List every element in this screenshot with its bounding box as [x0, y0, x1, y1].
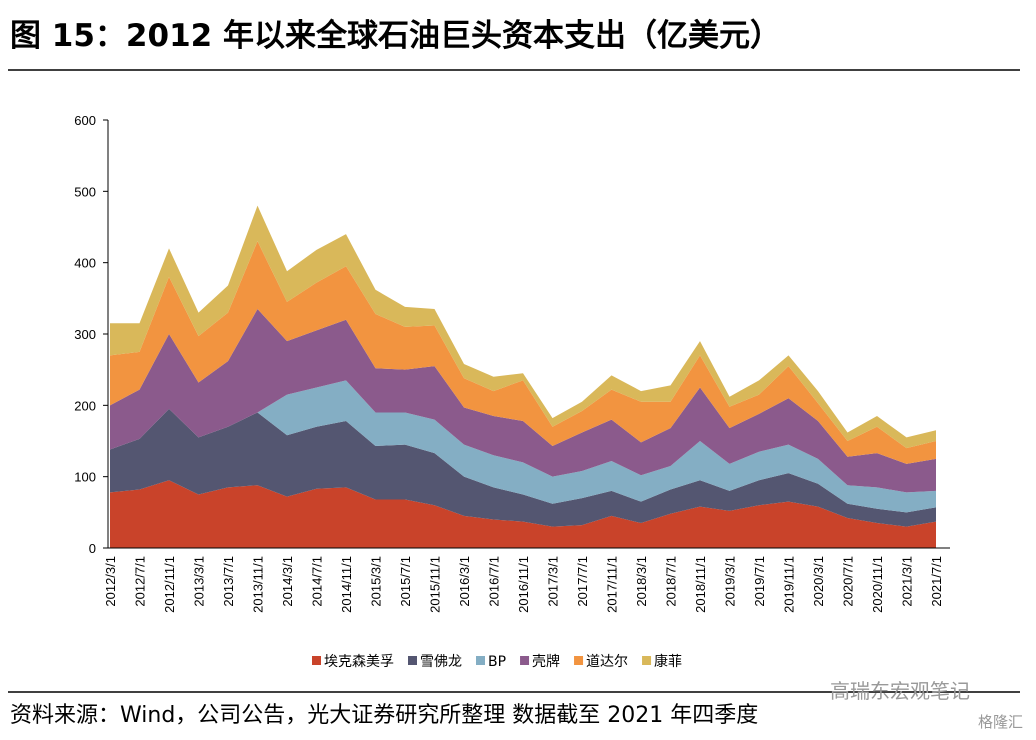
- x-tick-label: 2020/7/1: [841, 556, 856, 607]
- watermark: 高瑞东宏观笔记: [830, 679, 970, 703]
- x-tick-label: 2012/7/1: [133, 556, 148, 607]
- area: [110, 309, 936, 493]
- area: [110, 380, 936, 513]
- y-tick-label: 200: [74, 398, 96, 413]
- area: [110, 408, 936, 527]
- x-tick-label: 2021/7/1: [929, 556, 944, 607]
- x-tick-label: 2014/7/1: [310, 556, 325, 607]
- y-tick-label: 400: [74, 256, 96, 271]
- legend-label: 埃克森美孚: [324, 654, 394, 670]
- x-tick-label: 2017/7/1: [575, 556, 590, 607]
- x-tick-label: 2013/7/1: [221, 556, 236, 607]
- x-tick-label: 2020/11/1: [870, 556, 885, 613]
- area: [110, 241, 936, 464]
- area: [110, 205, 936, 449]
- legend-label: 雪佛龙: [420, 654, 462, 670]
- legend-swatch: [476, 656, 485, 665]
- area: [110, 480, 936, 548]
- x-tick-label: 2016/3/1: [457, 556, 472, 607]
- x-tick-label: 2016/11/1: [516, 556, 531, 613]
- legend-swatch: [642, 656, 652, 665]
- x-tick-label: 2021/3/1: [900, 556, 915, 607]
- x-tick-label: 2019/11/1: [782, 556, 797, 613]
- x-tick-label: 2017/11/1: [605, 556, 620, 613]
- x-tick-label: 2013/3/1: [192, 556, 207, 607]
- x-tick-label: 2015/7/1: [398, 556, 413, 607]
- x-tick-label: 2016/7/1: [487, 556, 502, 607]
- x-tick-label: 2019/3/1: [723, 556, 738, 607]
- chart-title: 图 15：2012 年以来全球石油巨头资本支出（亿美元）: [10, 18, 781, 54]
- x-tick-label: 2018/11/1: [693, 556, 708, 613]
- legend-label: 康菲: [654, 653, 682, 670]
- x-tick-label: 2019/7/1: [752, 556, 767, 607]
- y-tick-label: 100: [74, 470, 96, 485]
- x-tick-label: 2018/7/1: [664, 556, 679, 607]
- y-tick-label: 600: [74, 113, 96, 128]
- x-tick-label: 2013/11/1: [251, 556, 266, 613]
- source: 资料来源：Wind，公司公告，光大证券研究所整理 数据截至 2021 年四季度: [10, 703, 758, 728]
- x-tick-label: 2014/11/1: [339, 556, 354, 613]
- legend-label: 壳牌: [532, 653, 560, 670]
- legend-swatch: [312, 656, 321, 665]
- y-tick-label: 0: [89, 541, 96, 556]
- x-tick-label: 2015/11/1: [428, 556, 443, 613]
- watermark: 格隆汇: [978, 713, 1023, 731]
- y-tick-label: 500: [74, 184, 96, 199]
- legend-swatch: [520, 656, 530, 665]
- x-tick-label: 2018/3/1: [634, 556, 649, 607]
- legend-swatch: [574, 656, 584, 665]
- x-tick-label: 2012/3/1: [103, 556, 118, 607]
- y-tick-label: 300: [74, 327, 96, 342]
- legend-label: BP: [488, 654, 506, 670]
- x-tick-label: 2014/3/1: [280, 556, 295, 607]
- x-tick-label: 2017/3/1: [546, 556, 561, 607]
- x-tick-label: 2015/3/1: [369, 556, 384, 607]
- x-tick-label: 2020/3/1: [811, 556, 826, 607]
- legend-swatch: [408, 656, 417, 665]
- legend-label: 道达尔: [586, 654, 628, 670]
- x-tick-label: 2012/11/1: [162, 556, 177, 613]
